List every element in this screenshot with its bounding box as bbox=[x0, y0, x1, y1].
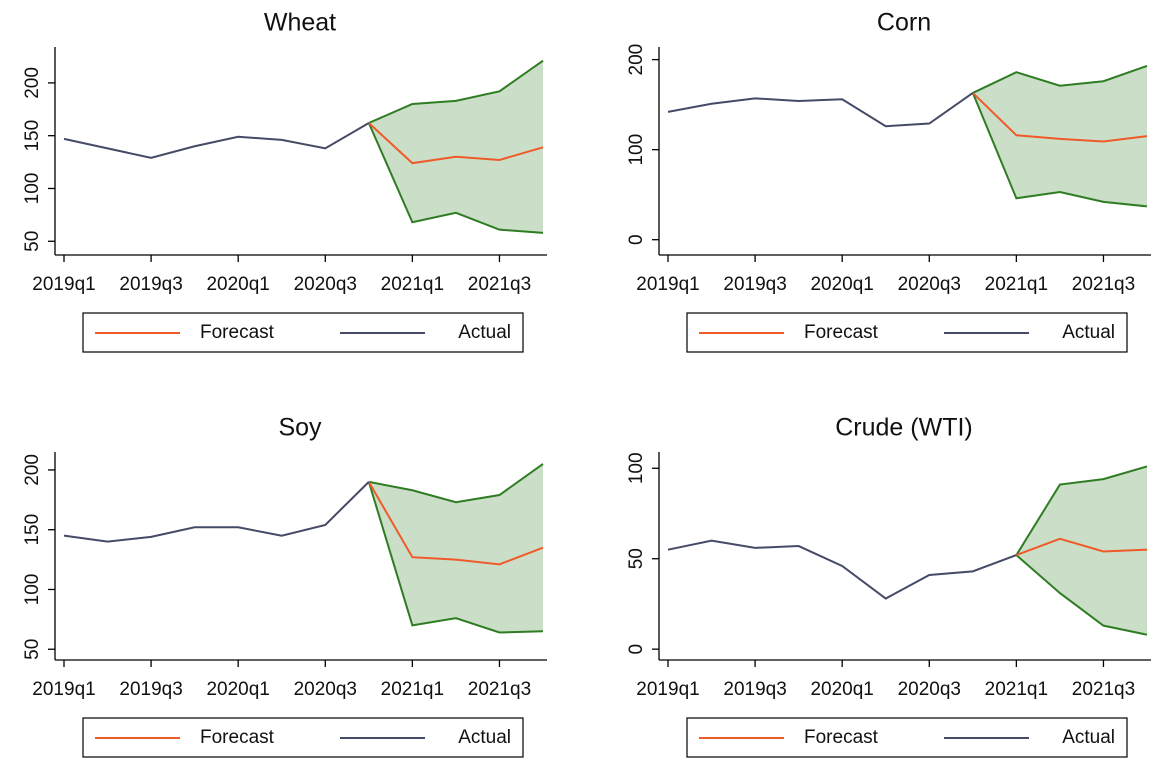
y-tick-label: 200 bbox=[626, 44, 647, 76]
legend-label: Forecast bbox=[804, 322, 879, 343]
legend-label: Forecast bbox=[804, 727, 879, 748]
confidence-band bbox=[368, 60, 543, 233]
series-line bbox=[368, 122, 544, 165]
x-tick-label: 2020q1 bbox=[810, 274, 873, 295]
band-upper bbox=[1015, 465, 1148, 556]
x-tick-label: 2021q1 bbox=[381, 274, 444, 295]
confidence-band bbox=[368, 463, 543, 633]
band-upper bbox=[368, 59, 544, 124]
y-tick-label: 150 bbox=[22, 514, 43, 546]
x-tick-label: 2020q3 bbox=[294, 274, 357, 295]
y-tick-label: 100 bbox=[22, 574, 43, 606]
chart-title: Corn bbox=[877, 9, 931, 37]
x-tick-label: 2020q3 bbox=[898, 274, 961, 295]
x-tick-label: 2020q3 bbox=[294, 679, 357, 700]
legend-label: Forecast bbox=[200, 322, 275, 343]
x-tick-label: 2021q3 bbox=[468, 274, 531, 295]
x-tick-label: 2021q1 bbox=[381, 679, 444, 700]
y-tick-label: 200 bbox=[22, 454, 43, 486]
x-tick-label: 2021q3 bbox=[468, 679, 531, 700]
y-tick-label: 100 bbox=[626, 452, 647, 484]
x-tick-label: 2021q1 bbox=[985, 274, 1048, 295]
x-tick-label: 2020q3 bbox=[898, 679, 961, 700]
y-tick-label: 100 bbox=[22, 173, 43, 205]
y-tick-label: 150 bbox=[22, 120, 43, 152]
x-tick-label: 2019q1 bbox=[32, 679, 95, 700]
confidence-band bbox=[972, 65, 1147, 207]
band-upper bbox=[972, 64, 1148, 94]
y-tick-label: 50 bbox=[626, 548, 647, 569]
band-lower bbox=[1015, 554, 1148, 636]
chart-title: Crude (WTI) bbox=[835, 414, 973, 442]
series-line bbox=[1016, 537, 1148, 557]
legend-box bbox=[686, 717, 1128, 758]
x-tick-label: 2019q1 bbox=[636, 274, 699, 295]
series-line bbox=[667, 539, 1017, 600]
series-line bbox=[63, 122, 370, 159]
x-tick-label: 2021q3 bbox=[1072, 679, 1135, 700]
legend-label: Actual bbox=[458, 727, 511, 748]
x-tick-label: 2019q3 bbox=[723, 679, 786, 700]
series-line bbox=[63, 481, 370, 543]
x-tick-label: 2019q3 bbox=[119, 274, 182, 295]
legend-label: Forecast bbox=[200, 727, 275, 748]
y-tick-label: 0 bbox=[626, 644, 647, 655]
band-lower bbox=[367, 122, 544, 234]
x-tick-label: 2019q3 bbox=[119, 679, 182, 700]
x-tick-label: 2021q3 bbox=[1072, 274, 1135, 295]
x-tick-label: 2020q1 bbox=[810, 679, 873, 700]
chart-title: Wheat bbox=[264, 9, 336, 37]
x-tick-label: 2020q1 bbox=[206, 274, 269, 295]
legend-label: Actual bbox=[1062, 322, 1115, 343]
series-line bbox=[972, 92, 1148, 143]
chart-title: Soy bbox=[278, 414, 322, 442]
series-line bbox=[367, 481, 544, 566]
band-lower bbox=[367, 481, 544, 634]
x-tick-label: 2019q1 bbox=[32, 274, 95, 295]
y-tick-label: 0 bbox=[626, 234, 647, 245]
band-upper bbox=[368, 463, 544, 504]
x-tick-label: 2019q1 bbox=[636, 679, 699, 700]
y-tick-label: 100 bbox=[626, 134, 647, 166]
series-line bbox=[667, 92, 974, 128]
y-tick-label: 200 bbox=[22, 67, 43, 99]
x-tick-label: 2020q1 bbox=[206, 679, 269, 700]
legend-label: Actual bbox=[1062, 727, 1115, 748]
y-tick-label: 50 bbox=[22, 639, 43, 660]
x-tick-label: 2019q3 bbox=[723, 274, 786, 295]
confidence-band bbox=[1016, 466, 1147, 635]
y-tick-label: 50 bbox=[22, 231, 43, 252]
x-tick-label: 2021q1 bbox=[985, 679, 1048, 700]
band-lower bbox=[971, 92, 1148, 208]
legend-label: Actual bbox=[458, 322, 511, 343]
